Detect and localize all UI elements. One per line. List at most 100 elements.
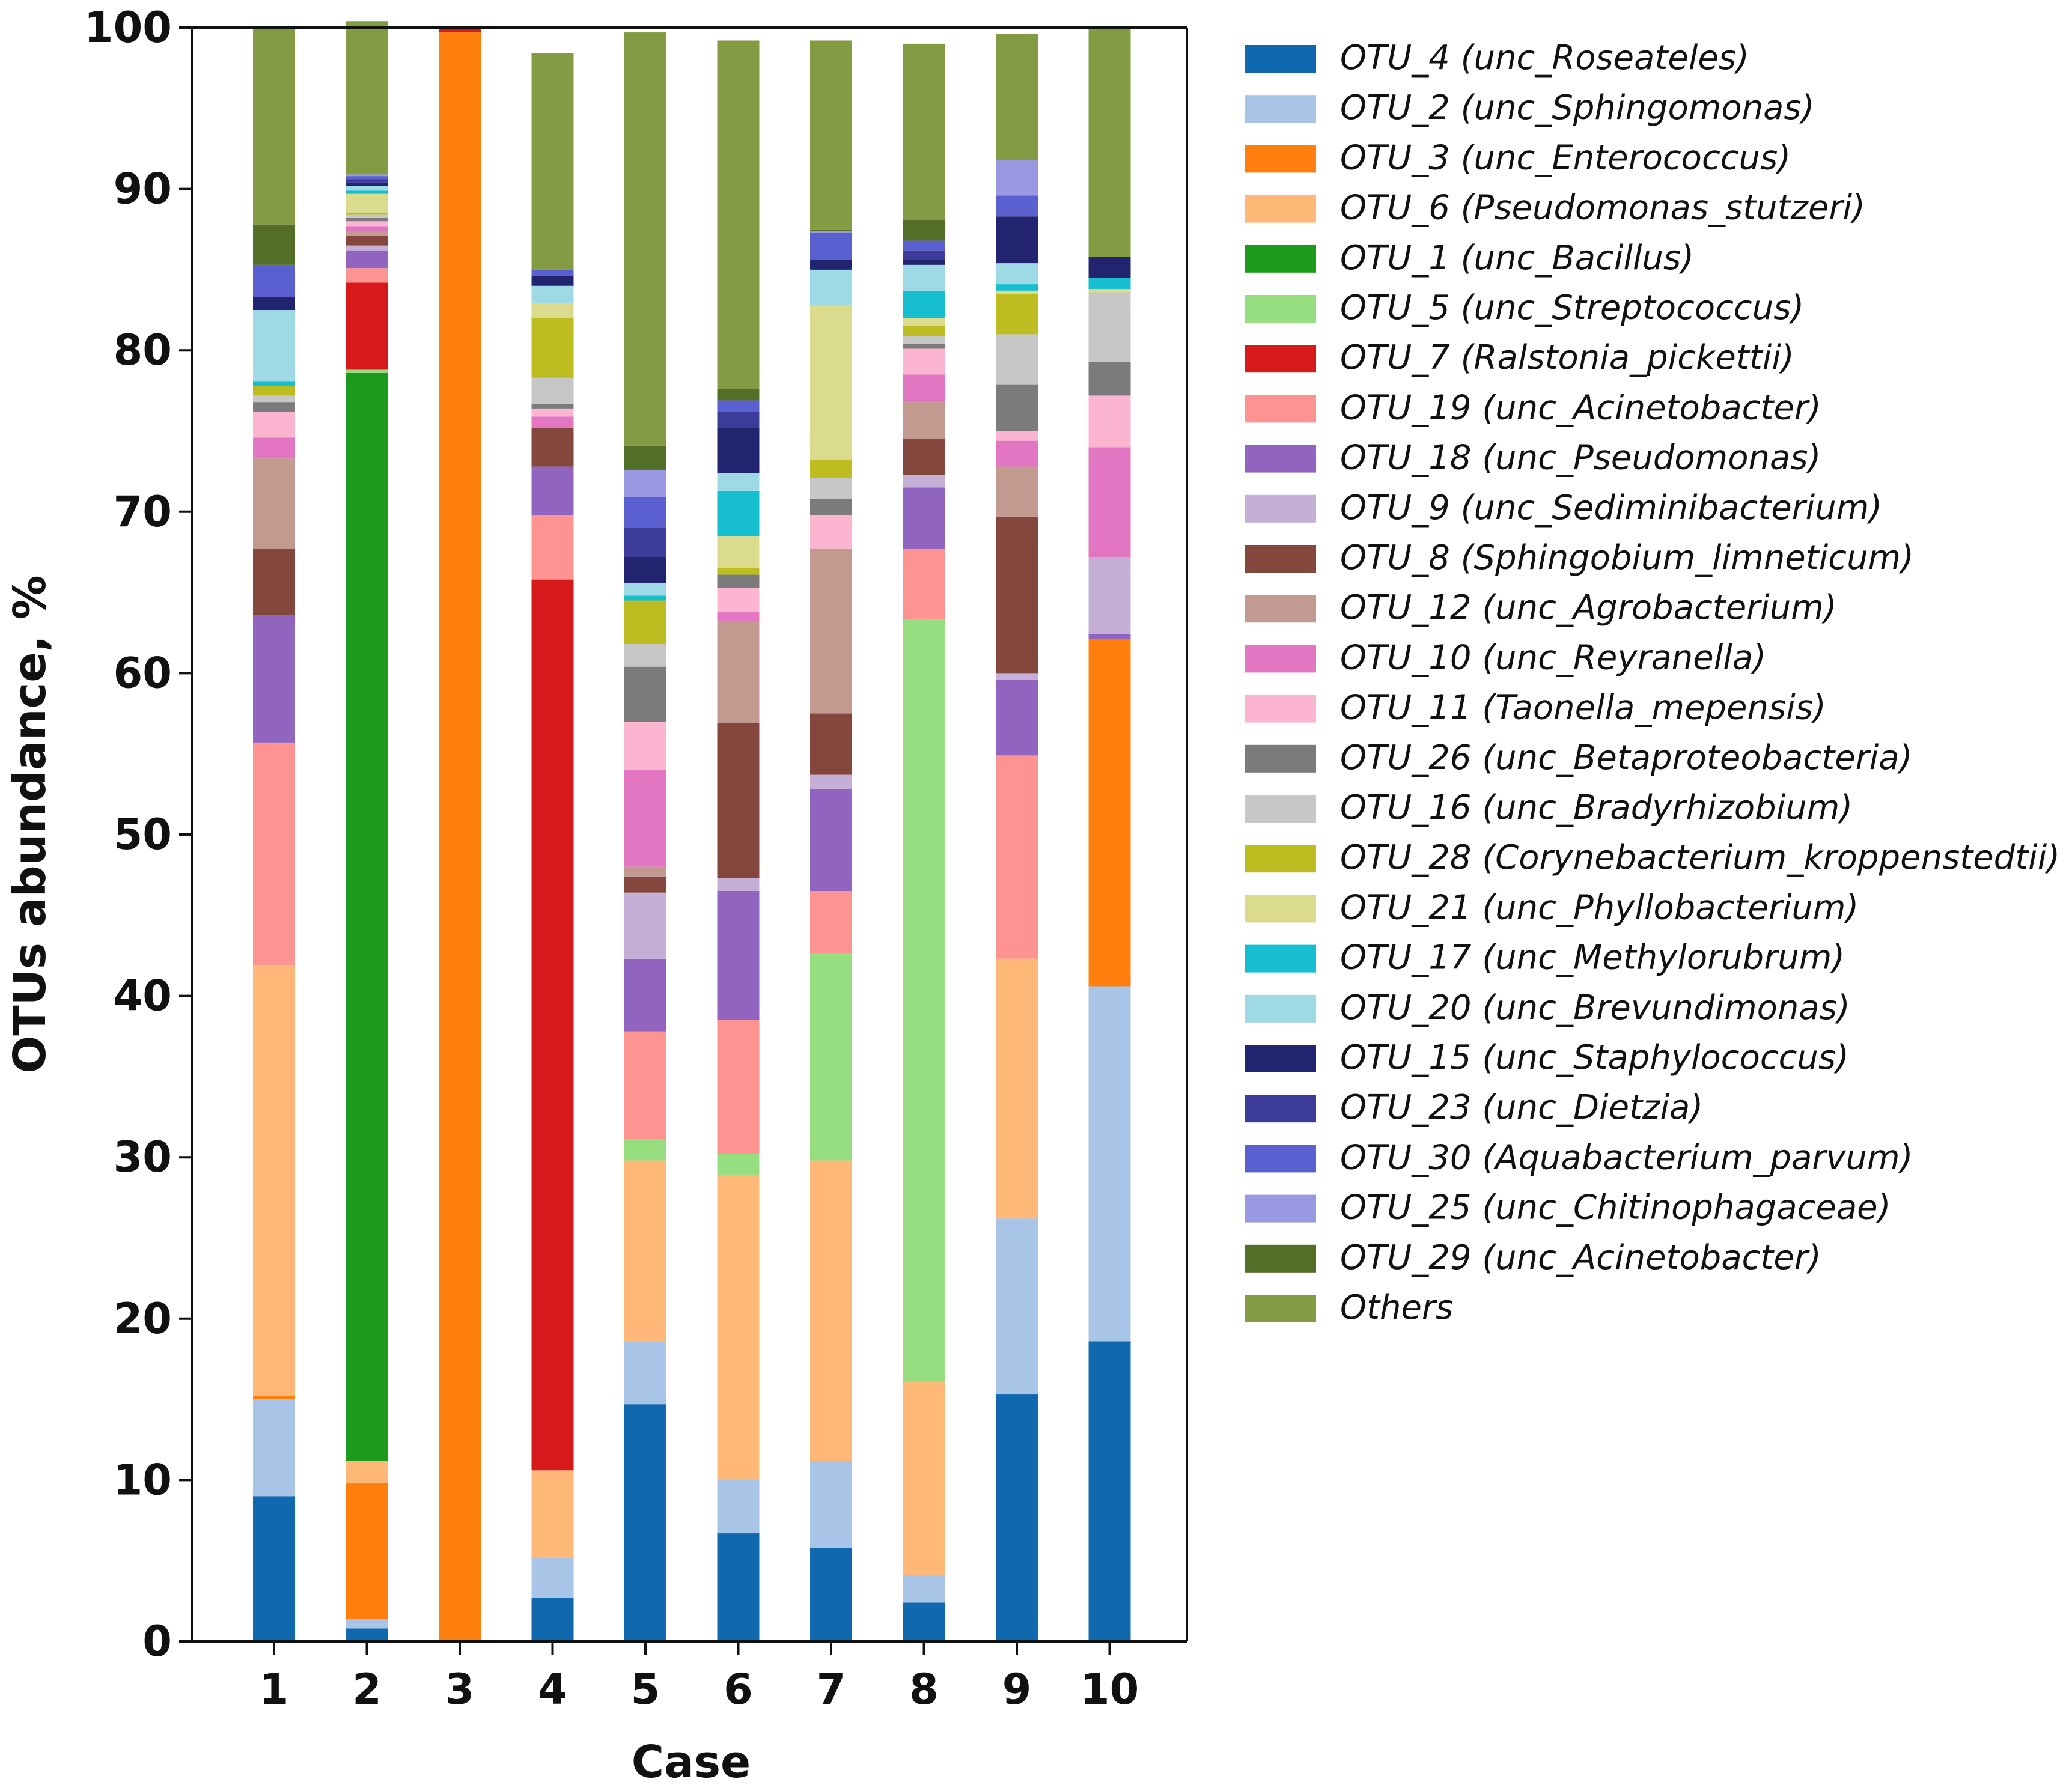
bar-segment-case-10-series-12 bbox=[1088, 447, 1131, 558]
legend-entry-3: OTU_6 (Pseudomonas_stutzeri) bbox=[1245, 189, 1865, 228]
bar-segment-case-10-series-9 bbox=[1088, 557, 1131, 634]
bar-segment-case-5-series-10 bbox=[624, 876, 666, 893]
legend-entry-18: OTU_17 (unc_Methylorubrum) bbox=[1245, 938, 1845, 978]
legend-entry-19: OTU_20 (unc_Brevundimonas) bbox=[1245, 988, 1850, 1027]
legend-label: OTU_15 (unc_Staphylococcus) bbox=[1340, 1038, 1849, 1077]
bar-segment-case-2-series-23 bbox=[346, 174, 388, 177]
bar-segment-case-10-series-15 bbox=[1088, 292, 1131, 362]
bar-segment-case-2-series-16 bbox=[346, 213, 388, 215]
bar-segment-case-5-series-15 bbox=[624, 644, 666, 667]
bar-segment-case-9-series-18 bbox=[996, 284, 1038, 291]
bar-segment-case-5-series-13 bbox=[624, 721, 666, 770]
legend-entry-15: OTU_16 (unc_Bradyrhizobium) bbox=[1245, 788, 1853, 827]
bar-segment-case-2-series-15 bbox=[346, 214, 388, 218]
legend-entry-10: OTU_8 (Sphingobium_limneticum) bbox=[1245, 538, 1914, 577]
bar-segment-case-4-series-14 bbox=[531, 403, 574, 409]
legend-label: OTU_25 (unc_Chitinophagaceae) bbox=[1340, 1188, 1891, 1227]
bar-segment-case-4-series-12 bbox=[531, 416, 574, 428]
bar-segment-case-1-series-10 bbox=[253, 549, 295, 615]
bar-segment-case-4-series-7 bbox=[531, 515, 574, 580]
bar-segment-case-2-series-14 bbox=[346, 217, 388, 222]
bar-segment-case-5-series-22 bbox=[624, 497, 666, 528]
bar-segment-case-6-series-13 bbox=[717, 588, 760, 612]
bar-segment-case-4-series-19 bbox=[531, 285, 574, 304]
bar-segment-case-8-series-7 bbox=[903, 549, 945, 620]
bar-segment-case-6-series-5 bbox=[717, 1154, 760, 1175]
bar-segment-case-8-series-15 bbox=[903, 336, 945, 344]
legend-swatch bbox=[1245, 845, 1316, 873]
bar-segment-case-1-series-0 bbox=[253, 1496, 295, 1641]
bar-segment-case-5-series-1 bbox=[624, 1341, 666, 1405]
bar-group-case-1 bbox=[253, 28, 295, 1641]
bar-segment-case-6-series-12 bbox=[717, 612, 760, 622]
bar-segment-case-8-series-20 bbox=[903, 260, 945, 265]
bar-segment-case-8-series-10 bbox=[903, 439, 945, 475]
bar-segment-case-5-series-19 bbox=[624, 582, 666, 596]
legend-entry-4: OTU_1 (unc_Bacillus) bbox=[1245, 239, 1694, 278]
bar-segment-case-1-series-25 bbox=[253, 28, 295, 225]
bar-segment-case-8-series-25 bbox=[903, 43, 945, 220]
legend-entry-11: OTU_12 (unc_Agrobacterium) bbox=[1245, 588, 1837, 627]
x-tick-label: 1 bbox=[260, 1665, 289, 1714]
bar-segment-case-2-series-9 bbox=[346, 245, 388, 251]
bar-segment-case-8-series-16 bbox=[903, 326, 945, 336]
legend-swatch bbox=[1245, 1045, 1316, 1072]
legend-swatch bbox=[1245, 245, 1316, 273]
bar-segment-case-2-series-22 bbox=[346, 176, 388, 180]
bar-group-case-9 bbox=[996, 34, 1038, 1641]
bar-segment-case-7-series-1 bbox=[810, 1461, 852, 1548]
bar-segment-case-6-series-17 bbox=[717, 536, 760, 568]
bar-segment-case-8-series-0 bbox=[903, 1602, 945, 1641]
bar-segment-case-5-series-7 bbox=[624, 1031, 666, 1140]
bar-segment-case-9-series-0 bbox=[996, 1394, 1038, 1641]
bar-segment-case-7-series-0 bbox=[810, 1548, 852, 1641]
bar-segment-case-8-series-11 bbox=[903, 402, 945, 439]
bar-segment-case-6-series-25 bbox=[717, 40, 760, 389]
bar-segment-case-6-series-3 bbox=[717, 1175, 760, 1480]
x-tick-label: 8 bbox=[909, 1665, 939, 1714]
bar-segment-case-9-series-11 bbox=[996, 466, 1038, 517]
bar-segment-case-8-series-22 bbox=[903, 240, 945, 251]
bar-segment-case-1-series-24 bbox=[253, 224, 295, 265]
bar-segment-case-8-series-9 bbox=[903, 475, 945, 488]
bar-segment-case-6-series-18 bbox=[717, 490, 760, 537]
bar-segment-case-9-series-13 bbox=[996, 431, 1038, 441]
legend-swatch bbox=[1245, 145, 1316, 173]
bar-segment-case-1-series-19 bbox=[253, 310, 295, 382]
legend-swatch bbox=[1245, 1145, 1316, 1173]
bar-segment-case-5-series-23 bbox=[624, 469, 666, 497]
bar-segment-case-6-series-22 bbox=[717, 400, 760, 412]
bar-segment-case-5-series-11 bbox=[624, 866, 666, 877]
bar-segment-case-2-series-21 bbox=[346, 179, 388, 183]
bar-segment-case-1-series-2 bbox=[253, 1396, 295, 1400]
bar-segment-case-2-series-11 bbox=[346, 231, 388, 236]
bar-segment-case-9-series-25 bbox=[996, 34, 1038, 160]
bar-segment-case-4-series-6 bbox=[531, 579, 574, 1471]
bar-segment-case-8-series-1 bbox=[903, 1575, 945, 1603]
y-tick-label: 30 bbox=[114, 1133, 172, 1182]
bar-segment-case-3-series-2 bbox=[439, 32, 481, 1641]
bar-segment-case-1-series-3 bbox=[253, 965, 295, 1396]
bar-segment-case-2-series-6 bbox=[346, 282, 388, 370]
bar-segment-case-9-series-1 bbox=[996, 1218, 1038, 1395]
bar-segment-case-6-series-24 bbox=[717, 389, 760, 401]
bar-segment-case-7-series-17 bbox=[810, 305, 852, 460]
legend-entry-25: Others bbox=[1245, 1288, 1453, 1327]
bar-segment-case-5-series-18 bbox=[624, 595, 666, 601]
legend-label: OTU_23 (unc_Dietzia) bbox=[1340, 1088, 1703, 1127]
bar-segment-case-7-series-25 bbox=[810, 40, 852, 230]
bar-segment-case-6-series-20 bbox=[717, 428, 760, 473]
bar-segment-case-6-series-1 bbox=[717, 1480, 760, 1534]
bar-segment-case-5-series-8 bbox=[624, 958, 666, 1032]
bar-segment-case-5-series-21 bbox=[624, 528, 666, 558]
bar-segment-case-8-series-3 bbox=[903, 1381, 945, 1575]
bar-segment-case-1-series-1 bbox=[253, 1399, 295, 1497]
legend-swatch bbox=[1245, 595, 1316, 623]
legend-swatch bbox=[1245, 195, 1316, 223]
bar-segment-case-7-series-22 bbox=[810, 233, 852, 260]
legend-entry-23: OTU_25 (unc_Chitinophagaceae) bbox=[1245, 1188, 1891, 1227]
bar-segment-case-8-series-13 bbox=[903, 348, 945, 375]
x-tick-label: 7 bbox=[817, 1665, 846, 1714]
bar-segment-case-10-series-1 bbox=[1088, 986, 1131, 1342]
bar-segment-case-8-series-21 bbox=[903, 250, 945, 260]
